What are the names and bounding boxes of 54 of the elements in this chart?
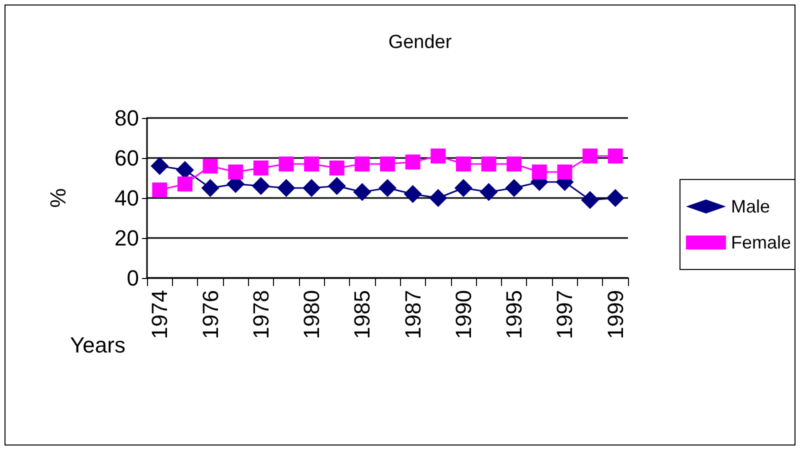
point bbox=[606, 189, 624, 207]
legend-label: Female bbox=[730, 232, 792, 252]
point bbox=[304, 156, 320, 172]
point bbox=[378, 179, 396, 197]
point bbox=[429, 189, 448, 207]
point bbox=[456, 156, 471, 172]
point bbox=[454, 179, 472, 197]
point bbox=[481, 156, 496, 172]
x-tick-label: 1987 bbox=[400, 290, 426, 339]
x-tick-label: 1985 bbox=[350, 290, 375, 339]
point bbox=[302, 179, 321, 197]
point bbox=[253, 160, 268, 176]
point bbox=[353, 183, 372, 201]
point bbox=[582, 148, 598, 164]
y-tick-label: 20 bbox=[114, 226, 139, 250]
point bbox=[252, 177, 270, 195]
legend-label: Male bbox=[730, 196, 770, 216]
point bbox=[404, 185, 422, 203]
point bbox=[329, 160, 344, 176]
point bbox=[608, 148, 623, 164]
point bbox=[430, 148, 446, 164]
chart-title: Gender bbox=[388, 32, 452, 53]
point bbox=[328, 177, 346, 195]
point bbox=[480, 183, 498, 201]
x-tick-label: 1980 bbox=[299, 290, 324, 339]
point bbox=[201, 179, 220, 197]
point bbox=[557, 164, 572, 180]
point bbox=[380, 156, 395, 172]
point bbox=[278, 156, 294, 172]
x-tick-label: 1978 bbox=[248, 290, 274, 339]
point bbox=[581, 191, 600, 209]
point bbox=[152, 182, 168, 198]
point bbox=[202, 158, 218, 174]
x-axis-title: Years bbox=[70, 332, 126, 358]
point bbox=[532, 164, 547, 180]
y-tick-label: 60 bbox=[114, 146, 139, 170]
x-tick-label: 1997 bbox=[552, 290, 578, 339]
point bbox=[354, 156, 370, 172]
point bbox=[405, 154, 420, 170]
y-tick-label: 80 bbox=[114, 106, 139, 130]
x-tick-label: 1990 bbox=[450, 290, 476, 339]
x-tick-label: 1976 bbox=[198, 290, 223, 339]
point bbox=[277, 179, 296, 197]
y-tick-label: 40 bbox=[114, 186, 139, 210]
y-axis-title: % bbox=[46, 188, 70, 208]
point bbox=[177, 176, 192, 192]
point bbox=[150, 157, 169, 175]
x-tick-label: 1995 bbox=[502, 290, 527, 339]
x-tick-label: 1999 bbox=[602, 290, 628, 339]
point bbox=[228, 164, 244, 180]
point bbox=[506, 156, 522, 172]
point bbox=[505, 179, 524, 197]
x-tick-label: 1974 bbox=[147, 290, 172, 339]
y-tick-label: 0 bbox=[126, 266, 139, 290]
